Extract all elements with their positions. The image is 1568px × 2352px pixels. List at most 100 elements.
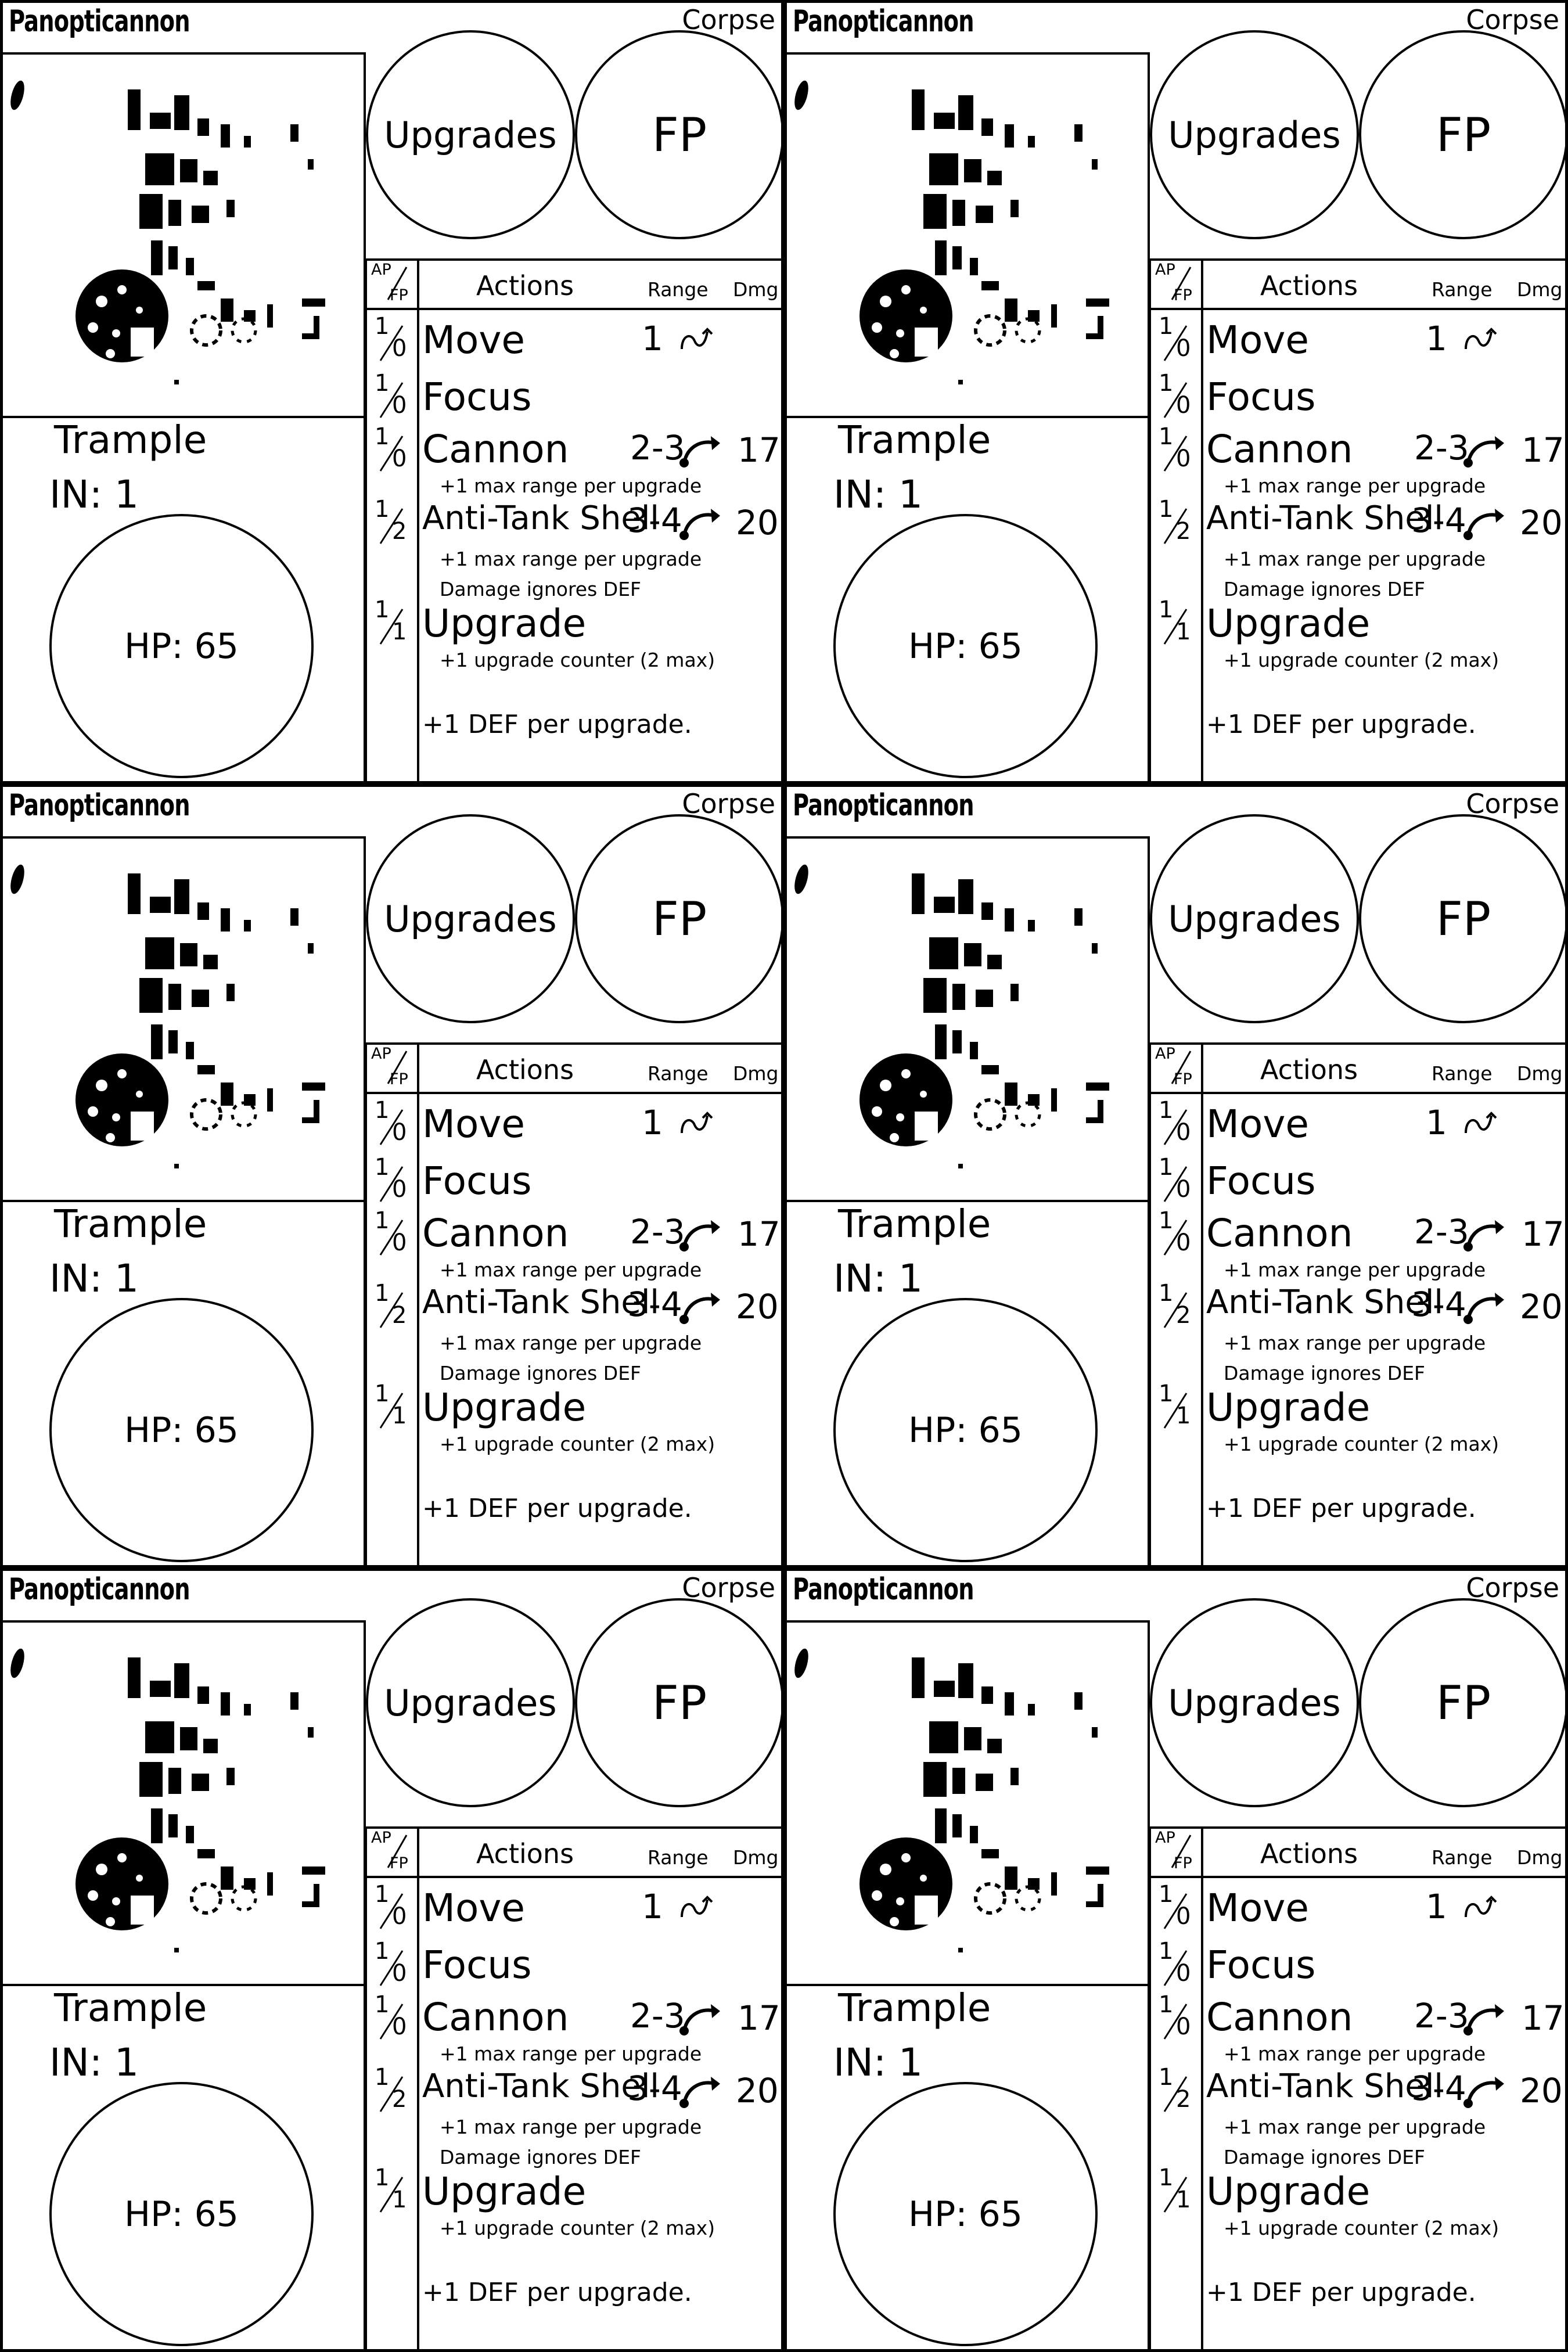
fraction-slash-icon (379, 2004, 404, 2040)
actions-left-rule (365, 1826, 367, 2349)
action-note: +1 upgrade counter (2 max) (1224, 649, 1499, 671)
action-range: 3-4 (627, 1285, 682, 1324)
fp-tracker[interactable]: FP (575, 1598, 781, 1807)
action-fp-cost: 0 (1176, 1229, 1191, 1256)
action-note: +1 max range per upgrade (440, 474, 702, 497)
hp-tracker[interactable]: HP: 65 (833, 1298, 1098, 1562)
header-slash-icon (1171, 1835, 1192, 1868)
fp-tracker[interactable]: FP (575, 814, 781, 1023)
action-fp-cost: 1 (1176, 618, 1191, 645)
header-ap: AP (371, 1045, 391, 1063)
hp-tracker[interactable]: HP: 65 (49, 2082, 314, 2346)
portrait-frame (3, 836, 366, 1202)
fraction-slash-icon (379, 1166, 404, 1202)
header-ap: AP (1155, 1045, 1175, 1063)
header-ap: AP (1155, 1829, 1175, 1847)
action-ap-cost: 1 (1159, 596, 1174, 623)
header-dmg: Dmg (1517, 1062, 1563, 1085)
action-ap-cost: 1 (375, 1097, 390, 1124)
action-name: Anti-Tank Shell (422, 2067, 659, 2105)
action-name: Anti-Tank Shell (422, 499, 659, 537)
action-name: Move (422, 1886, 525, 1930)
header-actions: Actions (476, 1838, 574, 1869)
hp-tracker[interactable]: HP: 65 (833, 514, 1098, 778)
action-note: +1 max range per upgrade (440, 2042, 702, 2065)
range-icon (1463, 2001, 1505, 2039)
action-name: Focus (422, 1159, 532, 1203)
upgrades-tracker[interactable]: Upgrades (366, 30, 575, 239)
upgrades-label: Upgrades (384, 113, 557, 156)
hp-value: HP: 65 (908, 625, 1023, 667)
action-ap-cost: 1 (1159, 1154, 1174, 1181)
cost-column-rule (1201, 1826, 1203, 2349)
fraction-slash-icon (1163, 1166, 1188, 1202)
action-ap-cost: 1 (1159, 1207, 1174, 1234)
passive-text: +1 DEF per upgrade. (422, 1494, 692, 1523)
upgrades-tracker[interactable]: Upgrades (366, 1598, 575, 1807)
action-range: 1 (1426, 319, 1447, 358)
action-range: 1 (1426, 1103, 1447, 1142)
header-ap: AP (1155, 261, 1175, 279)
action-damage: 17 (738, 1214, 781, 1254)
range-icon (679, 433, 721, 471)
action-ap-cost: 1 (375, 313, 390, 340)
action-name: Move (422, 318, 525, 362)
hp-value: HP: 65 (124, 2193, 239, 2235)
arc-shot-arrow-icon (1463, 1293, 1504, 1324)
fp-tracker[interactable]: FP (1359, 1598, 1565, 1807)
robot-cannon-portrait-icon (10, 864, 325, 1168)
action-fp-cost: 0 (1176, 392, 1191, 419)
fp-label: FP (1436, 891, 1491, 946)
actions-top-rule (1149, 258, 1565, 261)
curvy-move-arrow-icon (1465, 328, 1497, 350)
fp-tracker[interactable]: FP (575, 30, 781, 239)
fp-tracker[interactable]: FP (1359, 30, 1565, 239)
upgrades-tracker[interactable]: Upgrades (1150, 814, 1359, 1023)
hp-tracker[interactable]: HP: 65 (833, 2082, 1098, 2346)
card-name: Panopticannon (793, 4, 974, 39)
unit-card-5: Panopticannon Corpse (0, 1568, 784, 2352)
actions-header-rule (1149, 308, 1565, 310)
action-ap-cost: 1 (1159, 1991, 1174, 2018)
action-ap-cost: 1 (1159, 2164, 1174, 2191)
action-range: 3-4 (1411, 1285, 1466, 1324)
header-dmg: Dmg (733, 1062, 779, 1085)
hp-tracker[interactable]: HP: 65 (49, 514, 314, 778)
upgrades-tracker[interactable]: Upgrades (1150, 1598, 1359, 1807)
actions-left-rule (1149, 1042, 1151, 1565)
fraction-slash-icon (1163, 382, 1188, 418)
action-ap-cost: 1 (375, 1154, 390, 1181)
hp-tracker[interactable]: HP: 65 (49, 1298, 314, 1562)
action-note: +1 max range per upgrade (440, 548, 702, 570)
fp-label: FP (652, 891, 707, 946)
header-dmg: Dmg (1517, 278, 1563, 301)
action-name: Focus (1206, 1159, 1316, 1203)
fraction-slash-icon (1163, 1109, 1188, 1145)
header-range: Range (1432, 1062, 1493, 1085)
passive-text: +1 DEF per upgrade. (1206, 710, 1476, 739)
unit-card-6: Panopticannon Corpse (784, 1568, 1568, 2352)
fp-tracker[interactable]: FP (1359, 814, 1565, 1023)
range-icon (1463, 2073, 1505, 2112)
upgrades-tracker[interactable]: Upgrades (1150, 30, 1359, 239)
card-name: Panopticannon (9, 1572, 190, 1607)
action-fp-cost: 1 (392, 2186, 407, 2213)
upgrades-tracker[interactable]: Upgrades (366, 814, 575, 1023)
passive-text: +1 DEF per upgrade. (422, 710, 692, 739)
action-range: 3-4 (627, 2069, 682, 2108)
portrait-frame (787, 1620, 1150, 1986)
curvy-move-arrow-icon (681, 1112, 713, 1134)
header-range: Range (1432, 278, 1493, 301)
header-range: Range (1432, 1846, 1493, 1869)
action-note: Damage ignores DEF (440, 2146, 642, 2168)
action-ap-cost: 1 (375, 423, 390, 450)
